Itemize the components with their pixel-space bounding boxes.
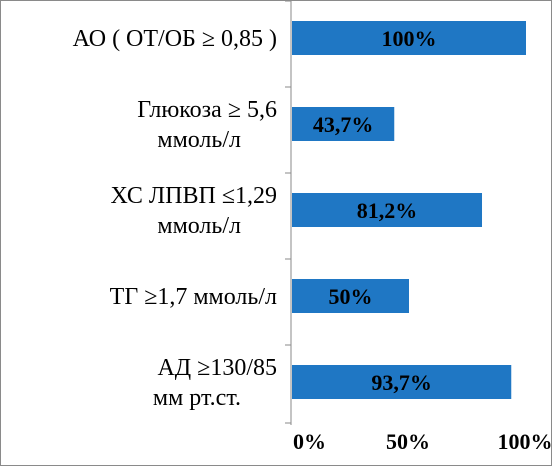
category-label: ХС ЛПВП ≤1,29 — [110, 183, 277, 209]
category-label: ТГ ≥1,7 ммоль/л — [110, 284, 277, 310]
bars — [292, 21, 526, 399]
bar-value-label: 43,7% — [313, 112, 374, 137]
category-label: АД ≥130/85 — [157, 355, 277, 381]
x-tick-label: 0% — [293, 429, 326, 454]
x-tick-label: 50% — [386, 429, 430, 454]
bar — [292, 107, 395, 141]
y-axis — [285, 1, 292, 425]
bar — [292, 279, 409, 313]
category-label: АО ( ОТ/ОБ ≥ 0,85 ) — [73, 26, 277, 52]
category-labels: АО ( ОТ/ОБ ≥ 0,85 ) Глюкоза ≥ 5,6 ммоль/л Х… — [73, 26, 277, 411]
bar-value-label: 81,2% — [357, 198, 418, 223]
bar — [292, 21, 526, 55]
bar — [292, 365, 512, 399]
bar-value-label: 50% — [329, 284, 373, 309]
value-labels: 100% 43,7% 81,2% 50% 93,7% — [313, 26, 437, 395]
bar — [292, 193, 483, 227]
bar-value-label: 100% — [382, 26, 437, 51]
category-label: ммоль/л — [157, 213, 241, 239]
bar-value-label: 93,7% — [371, 370, 432, 395]
category-label: ммоль/л — [157, 127, 241, 153]
category-label: Глюкоза ≥ 5,6 — [137, 97, 277, 123]
x-axis-tick-labels: 0% 50% 100% — [293, 429, 551, 454]
category-label: мм рт.ст. — [153, 385, 241, 411]
x-tick-label: 100% — [498, 429, 552, 454]
